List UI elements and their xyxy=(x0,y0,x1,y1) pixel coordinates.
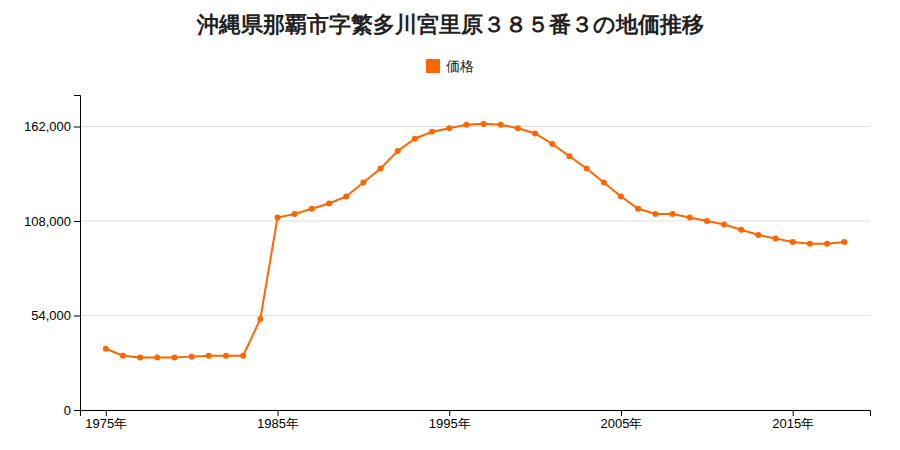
marker xyxy=(687,215,693,221)
tick-label: 0 xyxy=(64,403,71,418)
tick-label: 108,000 xyxy=(24,214,71,229)
marker xyxy=(292,211,298,217)
x-tick: 1975年 xyxy=(85,410,127,431)
tick-label: 54,000 xyxy=(31,308,71,323)
tick-label: 1985年 xyxy=(257,416,299,431)
marker xyxy=(206,353,212,359)
marker xyxy=(584,166,590,172)
y-tick: 0 xyxy=(64,403,80,418)
marker xyxy=(189,354,195,360)
marker xyxy=(790,239,796,245)
marker xyxy=(755,232,761,238)
x-tick: 1995年 xyxy=(429,410,471,431)
x-tick: 1985年 xyxy=(257,410,299,431)
marker xyxy=(257,316,263,322)
y-tick: 54,000 xyxy=(31,308,80,323)
marker xyxy=(824,241,830,247)
marker xyxy=(670,211,676,217)
legend-label: 価格 xyxy=(446,58,474,74)
marker xyxy=(275,215,281,221)
y-tick: 108,000 xyxy=(24,214,80,229)
tick-mark xyxy=(74,127,80,128)
y-axis: 0 54,000 108,000 162,000 xyxy=(24,96,81,418)
marker xyxy=(721,222,727,228)
marker xyxy=(120,353,126,359)
marker xyxy=(309,206,315,212)
marker xyxy=(498,122,504,128)
marker xyxy=(481,121,487,127)
chart: 沖縄県那覇市字繁多川宮里原３８５番３の地価推移 1975年 1985年 1995年 20… xyxy=(0,0,900,450)
tick-mark xyxy=(74,316,80,317)
marker xyxy=(223,353,229,359)
axis-line xyxy=(81,411,871,417)
marker xyxy=(773,236,779,242)
marker xyxy=(652,211,658,217)
tick-mark xyxy=(106,410,107,416)
grid-line xyxy=(80,221,870,222)
marker xyxy=(343,194,349,200)
marks xyxy=(103,121,847,361)
tick-mark xyxy=(793,410,794,416)
tick-label: 2015年 xyxy=(772,416,814,431)
marker xyxy=(618,194,624,200)
tick-mark xyxy=(621,410,622,416)
marker xyxy=(549,141,555,147)
legend-swatch xyxy=(426,59,440,73)
title: 沖縄県那覇市字繁多川宮里原３８５番３の地価推移 xyxy=(196,12,704,37)
tick-label: 162,000 xyxy=(24,119,71,134)
marker xyxy=(378,166,384,172)
x-tick: 2015年 xyxy=(772,410,814,431)
marker xyxy=(704,218,710,224)
grid-line xyxy=(80,315,870,316)
grid xyxy=(80,127,870,411)
marker xyxy=(738,227,744,233)
tick-mark xyxy=(74,410,80,411)
marker xyxy=(446,125,452,131)
marker xyxy=(515,125,521,131)
marker xyxy=(395,148,401,154)
marker xyxy=(154,355,160,361)
tick-mark xyxy=(278,410,279,416)
marker xyxy=(841,239,847,245)
tick-mark xyxy=(449,410,450,416)
tick-label: 1975年 xyxy=(85,416,127,431)
marker xyxy=(807,241,813,247)
marker xyxy=(360,180,366,186)
marker xyxy=(103,346,109,352)
x-tick: 2005年 xyxy=(601,410,643,431)
y-tick: 162,000 xyxy=(24,119,80,134)
marker xyxy=(532,131,538,137)
marker xyxy=(566,153,572,159)
plot: 1975年 1985年 1995年 2005年 2015年 0 54,000 108,000 1… xyxy=(24,96,871,432)
markers xyxy=(103,121,847,361)
tick-mark xyxy=(74,221,80,222)
marker xyxy=(326,201,332,207)
axis-line xyxy=(74,96,81,411)
grid-line xyxy=(80,126,870,127)
x-axis: 1975年 1985年 1995年 2005年 2015年 xyxy=(81,410,871,431)
marker xyxy=(412,136,418,142)
tick-label: 1995年 xyxy=(429,416,471,431)
legend: 価格 xyxy=(426,58,474,74)
marker xyxy=(601,180,607,186)
legend-item: 価格 xyxy=(426,58,474,74)
line xyxy=(106,124,844,358)
marker xyxy=(463,122,469,128)
tick-label: 2005年 xyxy=(601,416,643,431)
marker xyxy=(171,355,177,361)
marker xyxy=(429,129,435,135)
marker xyxy=(240,353,246,359)
marker xyxy=(635,206,641,212)
marker xyxy=(137,355,143,361)
